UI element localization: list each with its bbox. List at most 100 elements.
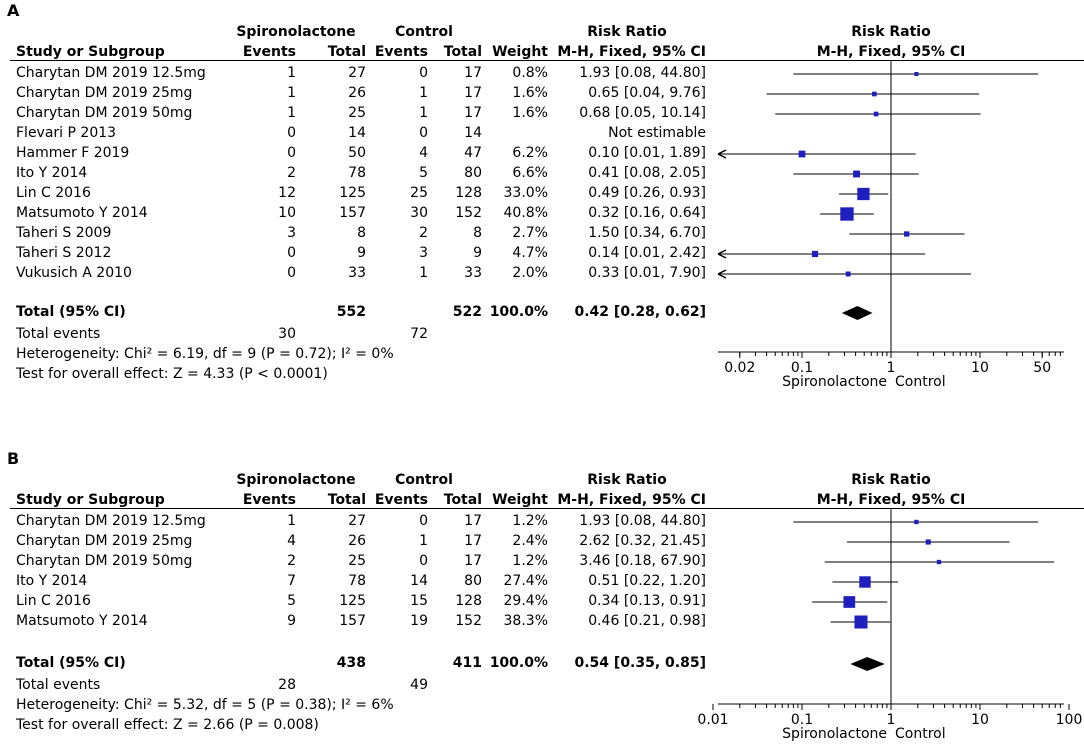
row-total-2: 128 <box>455 593 482 609</box>
total-weight: 100.0% <box>489 304 548 320</box>
total-label: Total (95% CI) <box>16 304 126 320</box>
total-n1: 552 <box>336 304 366 320</box>
header-events-2: Events <box>374 492 428 508</box>
row-events-1: 1 <box>287 65 296 81</box>
study-point-square <box>872 91 877 97</box>
header-group2: Control <box>395 24 453 40</box>
row-total-2: 152 <box>455 205 482 221</box>
pooled-estimate-diamond <box>850 657 885 671</box>
row-total-2: 9 <box>473 245 482 261</box>
row-total-2: 152 <box>455 613 482 629</box>
row-events-2: 1 <box>419 533 428 549</box>
heterogeneity-text: Heterogeneity: Chi² = 6.19, df = 9 (P = … <box>16 346 394 362</box>
row-study-name: Ito Y 2014 <box>16 165 88 181</box>
total-label: Total (95% CI) <box>16 655 126 671</box>
study-point-square <box>925 539 931 545</box>
study-point-square <box>859 576 871 588</box>
row-ci: 1.93 [0.08, 44.80] <box>579 65 706 81</box>
row-events-1: 12 <box>278 185 296 201</box>
study-point-square <box>904 231 910 237</box>
row-ci: 0.68 [0.05, 10.14] <box>579 105 706 121</box>
header-events-1: Events <box>242 492 296 508</box>
heterogeneity-text: Heterogeneity: Chi² = 5.32, df = 5 (P = … <box>16 697 394 713</box>
total-n2: 522 <box>452 304 482 320</box>
row-weight: 2.4% <box>512 533 548 549</box>
x-tick-label: 0.01 <box>697 712 728 728</box>
row-weight: 1.2% <box>512 513 548 529</box>
row-events-2: 30 <box>410 205 428 221</box>
total-events-label: Total events <box>16 326 101 342</box>
row-study-name: Taheri S 2009 <box>16 225 112 241</box>
study-point-square <box>873 111 879 117</box>
row-events-2: 0 <box>419 513 428 529</box>
forest-plot: 0.02 0.1 1 10 50 Spironolactone Control <box>717 60 1064 390</box>
row-ci: 0.41 [0.08, 2.05] <box>588 165 706 181</box>
row-study-name: Charytan DM 2019 50mg <box>16 553 193 569</box>
total-events-label: Total events <box>16 677 101 693</box>
row-events-2: 25 <box>410 185 428 201</box>
row-total-2: 80 <box>464 165 482 181</box>
total-events-2: 72 <box>410 326 428 342</box>
total-events-1: 30 <box>278 326 296 342</box>
row-ci: 0.10 [0.01, 1.89] <box>588 145 706 161</box>
header-rr-method-plot: M-H, Fixed, 95% CI <box>816 44 966 60</box>
row-events-1: 0 <box>287 145 296 161</box>
row-study-name: Vukusich A 2010 <box>16 265 132 281</box>
row-events-1: 2 <box>287 553 296 569</box>
row-weight: 27.4% <box>503 573 548 589</box>
total-weight: 100.0% <box>489 655 548 671</box>
row-weight: 1.6% <box>512 105 548 121</box>
row-total-2: 17 <box>464 513 482 529</box>
row-weight: 2.0% <box>512 265 548 281</box>
row-total-1: 157 <box>339 205 366 221</box>
row-events-1: 1 <box>287 85 296 101</box>
row-total-2: 17 <box>464 65 482 81</box>
header-group1: Spironolactone <box>236 472 356 488</box>
row-ci: 0.32 [0.16, 0.64] <box>588 205 706 221</box>
header-rr-method: M-H, Fixed, 95% CI <box>557 44 706 60</box>
row-study-name: Matsumoto Y 2014 <box>16 613 148 629</box>
study-point-square <box>914 71 919 77</box>
x-tick-label: 1 <box>887 360 896 376</box>
header-rr-title: Risk Ratio <box>587 24 667 40</box>
row-total-2: 8 <box>473 225 482 241</box>
x-tick-label: 0.1 <box>791 712 813 728</box>
row-events-2: 1 <box>419 105 428 121</box>
row-events-1: 0 <box>287 125 296 141</box>
forest-panel-a: A Spironolactone Control Risk Ratio Risk Rat… <box>7 2 1084 390</box>
row-weight: 6.6% <box>512 165 548 181</box>
header-total-1: Total <box>327 492 366 508</box>
row-ci: 0.49 [0.26, 0.93] <box>588 185 706 201</box>
row-total-1: 25 <box>348 553 366 569</box>
row-study-name: Charytan DM 2019 12.5mg <box>16 513 206 529</box>
x-tick-label: 50 <box>1033 360 1051 376</box>
study-point-square <box>857 187 870 201</box>
header-rr-method: M-H, Fixed, 95% CI <box>557 492 706 508</box>
row-events-1: 3 <box>287 225 296 241</box>
row-total-1: 26 <box>348 533 366 549</box>
row-total-2: 17 <box>464 85 482 101</box>
row-total-1: 26 <box>348 85 366 101</box>
row-total-1: 125 <box>339 593 366 609</box>
row-events-2: 1 <box>419 85 428 101</box>
row-weight: 29.4% <box>503 593 548 609</box>
ci-clip-arrow-left <box>717 269 727 279</box>
study-point-square <box>840 207 854 221</box>
x-axis-label-favours-right: Control <box>895 374 946 390</box>
row-events-2: 3 <box>419 245 428 261</box>
row-study-name: Charytan DM 2019 25mg <box>16 85 193 101</box>
row-events-1: 1 <box>287 105 296 121</box>
header-separator <box>10 508 1084 509</box>
row-total-2: 14 <box>464 125 482 141</box>
x-tick-label: 0.1 <box>791 360 813 376</box>
row-events-2: 2 <box>419 225 428 241</box>
row-total-1: 33 <box>348 265 366 281</box>
x-tick-label: 0.02 <box>724 360 755 376</box>
row-events-2: 14 <box>410 573 428 589</box>
total-events-2: 49 <box>410 677 428 693</box>
header-study: Study or Subgroup <box>16 492 165 508</box>
row-total-1: 14 <box>348 125 366 141</box>
pooled-estimate-diamond <box>841 306 873 320</box>
row-study-name: Lin C 2016 <box>16 593 91 609</box>
header-rr-title-plot: Risk Ratio <box>851 472 931 488</box>
